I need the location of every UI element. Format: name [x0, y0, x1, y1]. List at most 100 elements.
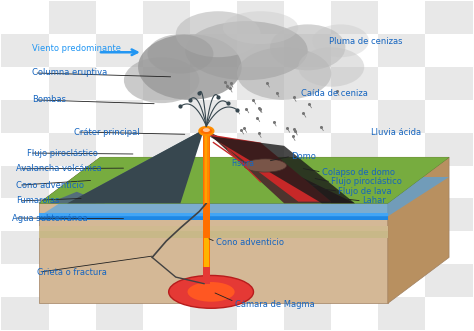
Bar	[473, 100, 474, 133]
Bar	[237, 0, 284, 1]
Bar	[96, 297, 143, 330]
Text: Fumarolas: Fumarolas	[17, 196, 60, 206]
Bar	[143, 297, 190, 330]
Bar	[237, 198, 284, 231]
Bar	[426, 231, 473, 264]
Bar	[331, 297, 378, 330]
Text: Cámara de Magma: Cámara de Magma	[235, 300, 314, 308]
Bar	[426, 100, 473, 133]
Text: Colapso de domo: Colapso de domo	[322, 167, 395, 176]
Ellipse shape	[185, 21, 308, 80]
Bar	[426, 1, 473, 34]
Bar	[284, 67, 331, 100]
Bar	[48, 231, 96, 264]
Bar	[1, 34, 48, 67]
Text: Bombas: Bombas	[32, 95, 66, 104]
Bar	[1, 264, 48, 297]
Bar	[143, 67, 190, 100]
Ellipse shape	[298, 47, 364, 87]
Text: Avalancha volcánica: Avalancha volcánica	[17, 164, 102, 173]
Polygon shape	[203, 238, 209, 284]
Bar	[1, 166, 48, 198]
Bar	[96, 166, 143, 198]
Text: Domo: Domo	[291, 152, 316, 161]
Bar	[426, 34, 473, 67]
Bar	[331, 198, 378, 231]
Bar	[143, 264, 190, 297]
Bar	[473, 34, 474, 67]
Bar	[284, 231, 331, 264]
Text: Cono adventicio: Cono adventicio	[216, 238, 284, 247]
Polygon shape	[67, 129, 204, 203]
Polygon shape	[39, 157, 449, 203]
Bar	[284, 133, 331, 166]
Text: Lahar: Lahar	[362, 196, 386, 206]
Polygon shape	[209, 136, 355, 203]
Bar	[331, 166, 378, 198]
Bar	[426, 67, 473, 100]
Bar	[378, 100, 426, 133]
Polygon shape	[205, 134, 207, 203]
Bar	[378, 133, 426, 166]
Bar	[426, 0, 473, 1]
Polygon shape	[204, 129, 331, 203]
Bar	[331, 34, 378, 67]
Bar	[473, 166, 474, 198]
Bar	[48, 166, 96, 198]
Bar	[190, 1, 237, 34]
Bar	[284, 0, 331, 1]
Bar	[190, 198, 237, 231]
Bar	[237, 1, 284, 34]
Bar	[473, 67, 474, 100]
Text: Flujo piroclástico: Flujo piroclástico	[27, 149, 98, 158]
Bar	[96, 0, 143, 1]
Ellipse shape	[244, 159, 286, 172]
Bar	[237, 297, 284, 330]
Polygon shape	[209, 134, 331, 202]
Bar	[237, 100, 284, 133]
Polygon shape	[39, 213, 388, 216]
Bar	[48, 1, 96, 34]
Bar	[143, 198, 190, 231]
Polygon shape	[39, 157, 449, 203]
Bar	[1, 297, 48, 330]
Bar	[331, 0, 378, 1]
Bar	[378, 166, 426, 198]
Text: Agua subterránea: Agua subterránea	[12, 213, 87, 222]
Bar	[190, 67, 237, 100]
Polygon shape	[39, 231, 388, 238]
Bar	[143, 0, 190, 1]
Bar	[96, 198, 143, 231]
Text: Caída de ceniza: Caída de ceniza	[301, 89, 367, 98]
Ellipse shape	[312, 24, 369, 57]
Bar	[284, 297, 331, 330]
Polygon shape	[48, 192, 105, 203]
Bar	[1, 100, 48, 133]
Bar	[378, 231, 426, 264]
Bar	[48, 100, 96, 133]
Bar	[331, 133, 378, 166]
Bar	[1, 231, 48, 264]
Bar	[426, 198, 473, 231]
Bar	[426, 297, 473, 330]
Bar	[237, 231, 284, 264]
Bar	[378, 297, 426, 330]
Bar	[473, 133, 474, 166]
Bar	[473, 1, 474, 34]
Ellipse shape	[237, 47, 331, 100]
Bar	[190, 166, 237, 198]
Bar	[190, 264, 237, 297]
Bar	[237, 34, 284, 67]
Bar	[143, 100, 190, 133]
Bar	[284, 100, 331, 133]
Text: Flujo de lava: Flujo de lava	[338, 187, 392, 196]
Bar	[237, 166, 284, 198]
Bar	[143, 133, 190, 166]
Polygon shape	[39, 203, 388, 303]
Bar	[378, 67, 426, 100]
Bar	[96, 1, 143, 34]
Bar	[426, 264, 473, 297]
Ellipse shape	[124, 57, 199, 103]
Bar	[473, 264, 474, 297]
Bar	[473, 297, 474, 330]
